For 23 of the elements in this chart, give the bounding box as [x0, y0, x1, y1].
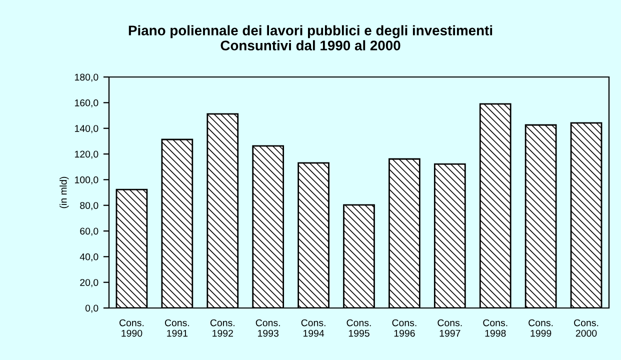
- chart-title: Piano poliennale dei lavori pubblici e degli investimenti Consuntivi dal 1990 al 2000: [128, 25, 492, 50]
- y-tick-label: 120,0: [75, 150, 98, 159]
- x-tick-label: Cons. 1994: [301, 319, 326, 337]
- y-tick-label: 60,0: [80, 228, 98, 236]
- x-tick-label: Cons. 1996: [392, 319, 416, 337]
- y-tick-label: 160,0: [75, 99, 98, 108]
- x-tick-label: Cons. 1997: [438, 319, 462, 337]
- x-tick-label: Cons. 1992: [210, 319, 234, 337]
- x-tick-label: Cons. 1991: [164, 319, 189, 337]
- x-tick-label: Cons. 2000: [574, 319, 598, 337]
- x-tick-label: Cons. 1993: [256, 319, 280, 337]
- y-tick-label: 140,0: [75, 125, 98, 134]
- y-axis-title: (in mld): [60, 176, 69, 208]
- y-tick-label: 100,0: [75, 176, 98, 184]
- y-tick-label: 180,0: [75, 74, 98, 82]
- y-tick-label: 40,0: [80, 253, 98, 262]
- x-tick-label: Cons. 1999: [528, 319, 553, 337]
- y-tick-label: 80,0: [80, 202, 98, 210]
- y-tick-label: 0,0: [85, 304, 98, 313]
- x-tick-label: Cons. 1995: [346, 319, 371, 337]
- x-tick-label: Cons. 1990: [120, 319, 144, 337]
- x-tick-label: Cons. 1998: [483, 319, 508, 337]
- y-tick-label: 20,0: [80, 279, 98, 288]
